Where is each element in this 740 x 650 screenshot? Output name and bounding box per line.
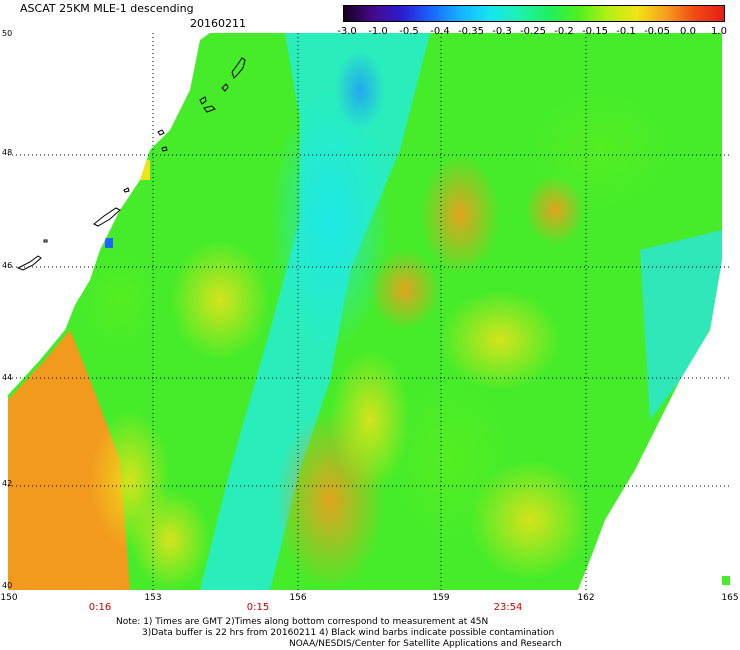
colorbar-tick-label: -0.15: [582, 26, 608, 37]
colorbar: [343, 5, 725, 22]
lon-label-165: 165: [721, 593, 738, 603]
lat-label-42: 42: [2, 479, 12, 488]
graticule: [8, 33, 730, 590]
lon-label-162: 162: [577, 593, 594, 603]
data-pixel: [722, 576, 730, 585]
lon-label-153: 153: [144, 593, 161, 603]
colorbar-tick-label: -0.35: [458, 26, 484, 37]
lon-label-150: 150: [0, 593, 17, 603]
colorbar-tick-label: -0.5: [399, 26, 419, 37]
note-line-2: 3)Data buffer is 22 hrs from 20160211 4)…: [142, 628, 555, 638]
product-title: ASCAT 25KM MLE-1 descending: [20, 2, 194, 15]
colorbar-tick-label: -0.25: [520, 26, 546, 37]
note-line-1: Note: 1) Times are GMT 2)Times along bot…: [116, 617, 489, 627]
colorbar-tick-label: -0.2: [554, 26, 574, 37]
colorbar-tick-label: -0.05: [644, 26, 670, 37]
lat-label-44: 44: [2, 373, 12, 382]
lat-label-46: 46: [2, 261, 12, 270]
colorbar-tick-label: -3.0: [337, 26, 357, 37]
note-line-3: NOAA/NESDIS/Center for Satellite Applica…: [289, 639, 562, 649]
colorbar-tick-label: -0.4: [430, 26, 450, 37]
time-label-1: 0:16: [89, 602, 111, 613]
time-label-3: 23:54: [494, 602, 523, 613]
time-label-2: 0:15: [247, 602, 269, 613]
colorbar-tick-label: -0.1: [616, 26, 636, 37]
product-date: 20160211: [190, 17, 246, 30]
colorbar-tick-label: -1.0: [368, 26, 388, 37]
lon-label-156: 156: [289, 593, 306, 603]
colorbar-tick-label: -0.3: [492, 26, 512, 37]
lon-label-159: 159: [432, 593, 449, 603]
coastline: [16, 57, 246, 271]
lat-label-40: 40: [2, 581, 12, 590]
data-swath: [8, 33, 722, 590]
colorbar-tick-label: 1.0: [711, 26, 727, 37]
lat-label-50: 50: [2, 29, 12, 38]
colorbar-tick-label: 0.0: [680, 26, 696, 37]
lat-label-48: 48: [2, 148, 12, 157]
